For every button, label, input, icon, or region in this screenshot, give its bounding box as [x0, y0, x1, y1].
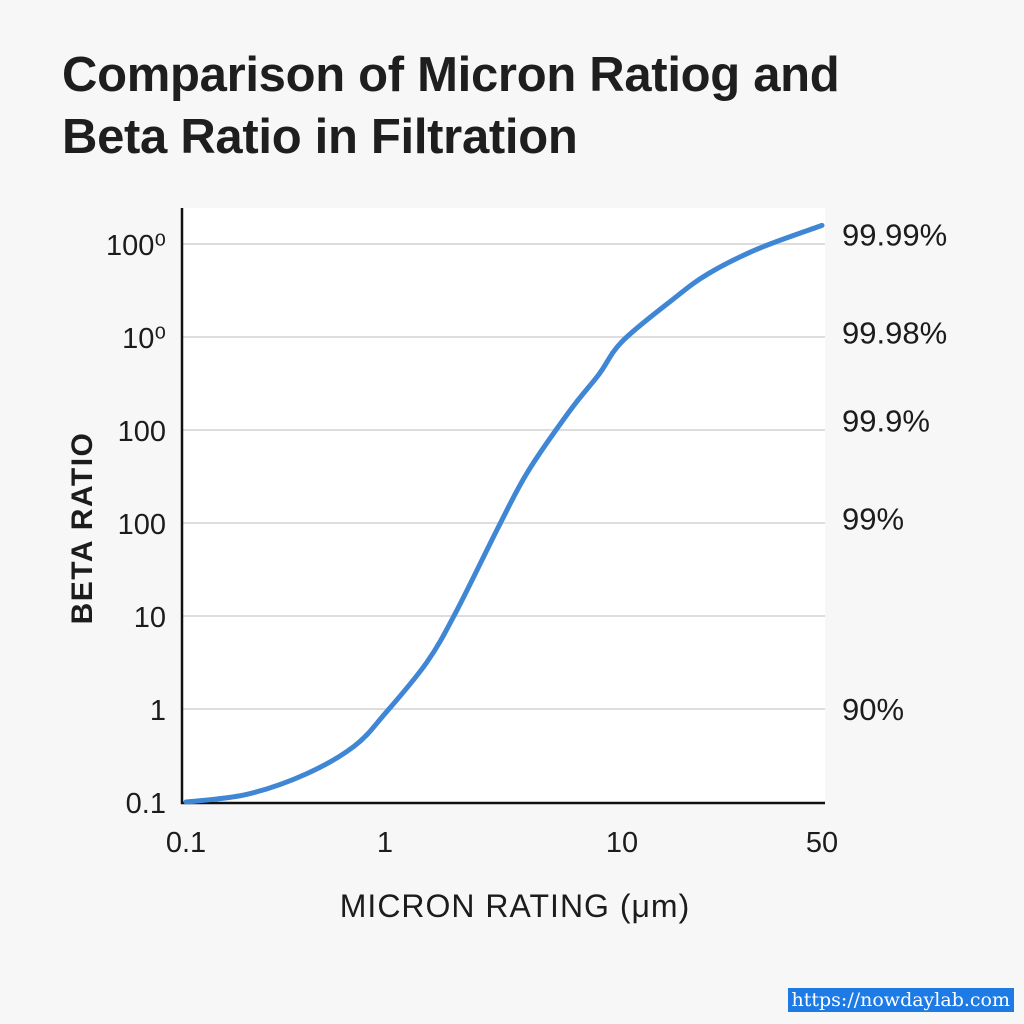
y-tick-label: 10⁰: [122, 323, 166, 355]
y-tick-label: 100: [118, 416, 166, 448]
y-tick-label: 0.1: [126, 788, 166, 820]
right-axis-label: 99.9%: [842, 404, 930, 439]
right-axis-label: 99.99%: [842, 218, 947, 253]
y-tick-label: 10: [134, 602, 166, 634]
y-tick-label: 1: [150, 695, 166, 727]
right-axis-label: 90%: [842, 692, 904, 727]
title-line-1: Comparison of Micron Ratiog and: [62, 48, 840, 102]
watermark-link[interactable]: https://nowdaylab.com: [787, 988, 1014, 1012]
y-tick-label: 100⁰: [106, 230, 166, 262]
y-axis-title: BETA RATIO: [66, 432, 99, 625]
chart-title: Comparison of Micron Ratiog and Beta Rat…: [62, 44, 962, 168]
title-line-2: Beta Ratio in Filtration: [62, 110, 578, 164]
right-axis-label: 99%: [842, 501, 904, 536]
x-tick-label: 50: [806, 827, 838, 859]
plot-area: [182, 208, 825, 803]
x-tick-label: 10: [606, 827, 638, 859]
x-tick-label: 1: [377, 827, 393, 859]
x-axis-title: MICRON RATING (μm): [340, 888, 690, 924]
series-line: [183, 222, 825, 805]
y-tick-label: 100: [118, 509, 166, 541]
x-tick-label: 0.1: [166, 827, 206, 859]
right-axis-label: 99.98%: [842, 315, 947, 350]
